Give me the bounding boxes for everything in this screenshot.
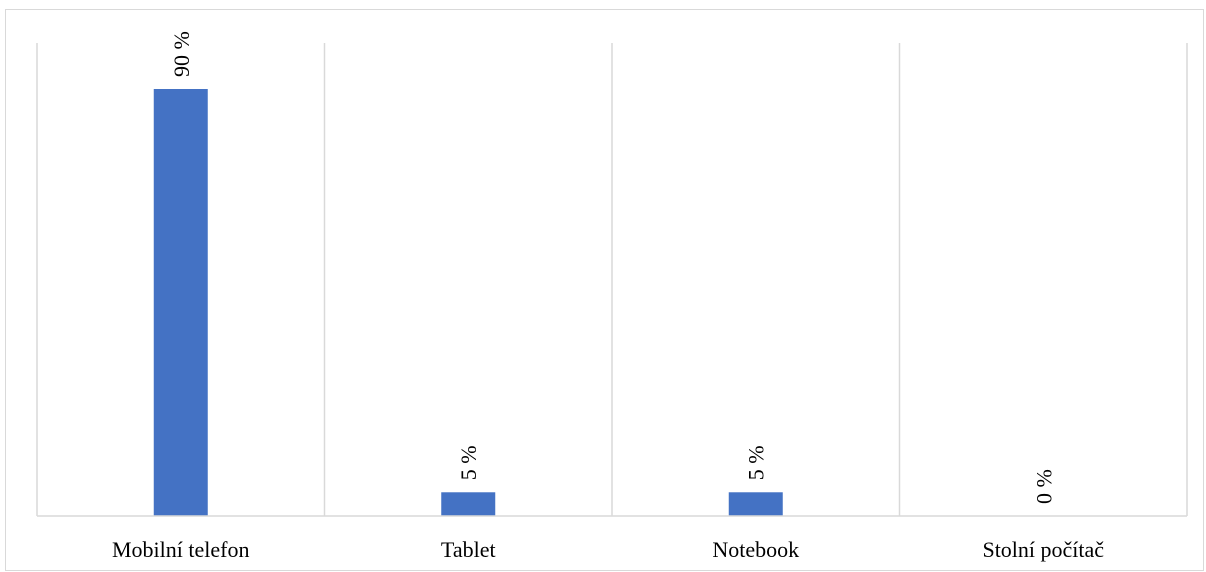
x-tick-label: Tablet [441,537,496,562]
x-tick-label: Mobilní telefon [112,537,249,562]
bar-tablet [441,492,496,516]
x-tick-label: Notebook [712,537,799,562]
data-label: 5 % [456,445,481,480]
data-label: 0 % [1031,469,1056,504]
bar-notebook [728,492,783,516]
x-tick-label: Stolní počítač [982,537,1104,562]
data-label: 5 % [744,445,769,480]
bar-mobilní-telefon [153,89,208,516]
data-label: 90 % [169,31,194,77]
